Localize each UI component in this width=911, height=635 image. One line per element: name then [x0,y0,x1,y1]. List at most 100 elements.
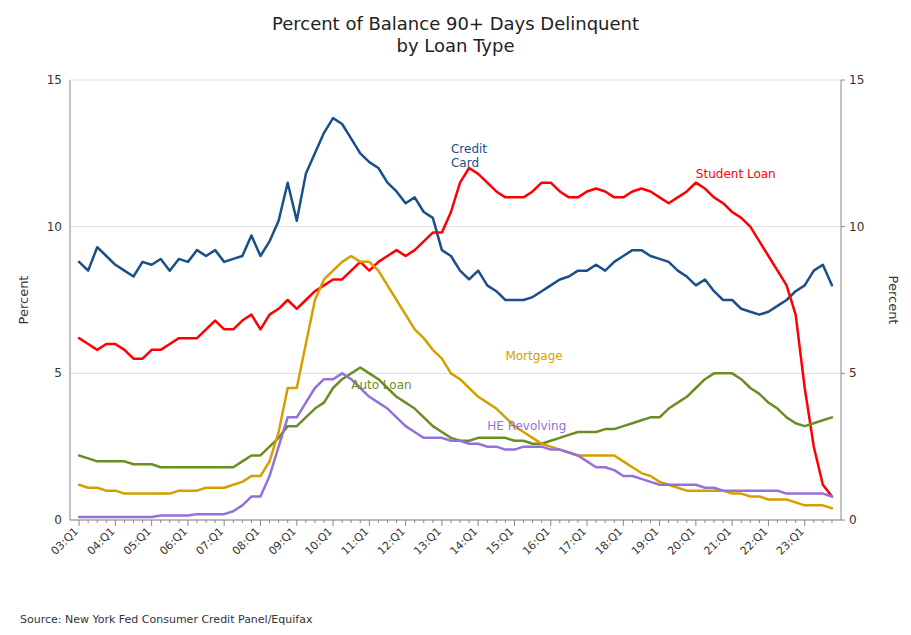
x-tick [686,520,687,523]
x-tick-label: 03:Q1 [48,525,81,558]
y2-tick [841,226,845,227]
y2-tick [841,373,845,374]
grid [70,80,841,520]
y2-axis [841,80,842,520]
x-tick [160,520,161,523]
x-tick [723,520,724,523]
annotation-line: Student Loan [696,167,776,181]
chart: Percent of Balance 90+ Days Delinquentby… [0,0,911,635]
x-tick [795,520,796,523]
x-tick-label: 07:Q1 [194,525,227,558]
series-line [79,118,832,315]
x-tick [487,520,488,523]
x-tick [369,520,370,526]
x-tick [777,520,778,523]
x-tick [641,520,642,523]
x-tick [732,520,733,526]
x-tick [441,520,442,526]
x-tick [115,520,116,526]
title-line: by Loan Type [396,35,514,56]
grid-line [70,80,841,81]
y-axis-label: Percent [16,276,31,325]
y2-tick-label: 10 [849,220,864,234]
y2-tick-label: 0 [849,513,857,527]
x-tick [478,520,479,526]
x-tick [106,520,107,523]
y-tick-label: 15 [47,73,62,87]
x-tick [741,520,742,523]
x-tick-label: 05:Q1 [121,525,154,558]
x-tick [296,520,297,526]
annotation-line: Credit [451,142,487,156]
x-tick [187,520,188,526]
x-tick-label: 09:Q1 [266,525,299,558]
x-tick-label: 10:Q1 [302,525,335,558]
x-tick [804,520,805,526]
x-tick [323,520,324,523]
x-tick [333,520,334,526]
x-tick [414,520,415,523]
x-tick [260,520,261,526]
x-tick [496,520,497,523]
x-tick [242,520,243,523]
x-tick [133,520,134,523]
x-tick [405,520,406,526]
x-tick-label: 14:Q1 [448,525,481,558]
x-tick [169,520,170,523]
x-tick [387,520,388,523]
x-tick [605,520,606,523]
annotation: Mortgage [505,349,562,363]
x-tick [88,520,89,523]
x-tick [178,520,179,523]
grid-line [70,520,841,521]
lines [79,118,832,517]
annotation-line: Card [451,156,479,170]
x-tick-label: 23:Q1 [774,525,807,558]
x-tick-label: 12:Q1 [375,525,408,558]
annotation-line: HE Revolving [487,419,566,433]
x-tick [632,520,633,523]
x-tick [278,520,279,523]
x-tick [750,520,751,523]
source: Source: New York Fed Consumer Credit Pan… [20,613,313,626]
x-tick [650,520,651,523]
x-tick [97,520,98,523]
x-axis [70,520,841,521]
x-tick [568,520,569,523]
y2-tick-label: 5 [849,366,857,380]
annotation: Student Loan [696,167,776,181]
x-tick [623,520,624,526]
x-tick [596,520,597,523]
x-tick [469,520,470,523]
x-tick-label: 13:Q1 [411,525,444,558]
series-line [79,256,832,508]
x-tick [342,520,343,523]
x-tick [196,520,197,523]
x-tick [677,520,678,523]
x-tick [305,520,306,523]
x-tick [450,520,451,523]
x-tick [831,520,832,523]
x-tick [505,520,506,523]
x-tick [269,520,270,523]
x-tick [532,520,533,523]
x-tick [460,520,461,523]
x-tick [224,520,225,526]
x-tick-label: 18:Q1 [593,525,626,558]
x-tick [206,520,207,523]
series-line [79,373,832,517]
x-tick-label: 08:Q1 [230,525,263,558]
x-tick [759,520,760,523]
x-tick-label: 06:Q1 [157,525,190,558]
x-tick [587,520,588,526]
x-tick [559,520,560,523]
x-tick [351,520,352,523]
x-tick-label: 20:Q1 [665,525,698,558]
annotation: Auto Loan [351,378,411,392]
x-tick-label: 21:Q1 [701,525,734,558]
x-tick [822,520,823,523]
grid-line [70,226,841,227]
x-tick [786,520,787,523]
x-tick [668,520,669,523]
x-tick-label: 04:Q1 [85,525,118,558]
